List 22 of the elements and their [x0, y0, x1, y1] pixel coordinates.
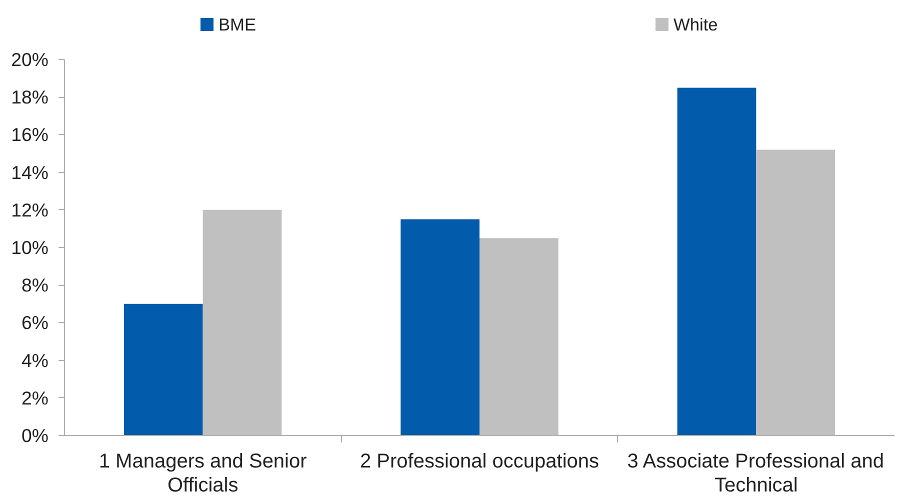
y-tick-label: 20% [11, 49, 49, 70]
bar [756, 150, 836, 436]
y-tick-label: 14% [11, 162, 49, 183]
bar [480, 238, 558, 436]
bar [400, 219, 480, 436]
y-tick-label: 0% [22, 425, 49, 446]
x-tick-label: 3 Associate Professional and Technical [627, 450, 884, 497]
y-tick-label: 16% [11, 124, 49, 146]
bar [202, 210, 282, 436]
legend-label: White [674, 14, 718, 34]
x-tick-label: 1 Managers and Senior Officials [98, 450, 308, 497]
legend-label: BME [218, 14, 256, 34]
y-tick-label: 18% [11, 86, 49, 108]
y-tick-label: 12% [11, 199, 49, 220]
y-tick-label: 8% [22, 274, 49, 296]
y-tick-label: 2% [22, 387, 49, 408]
bar [677, 88, 756, 436]
y-tick-label: 10% [11, 237, 49, 258]
y-tick-label: 4% [22, 350, 49, 371]
x-tick-label: 2 Professional occupations [360, 450, 600, 472]
y-tick-label: 6% [22, 312, 49, 334]
bar [124, 304, 203, 436]
